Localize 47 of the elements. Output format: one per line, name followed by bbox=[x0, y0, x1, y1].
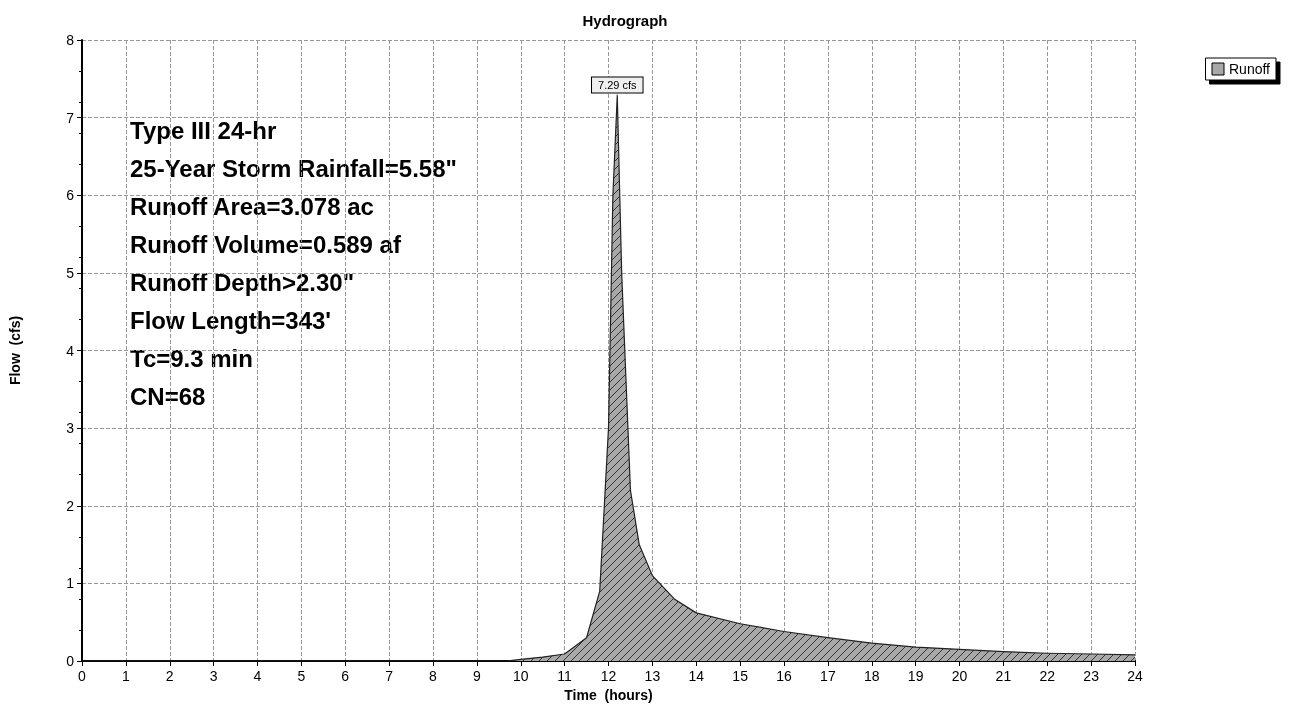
y-tick-label: 6 bbox=[66, 187, 75, 204]
y-tick-label: 5 bbox=[66, 264, 75, 281]
x-tick-label: 15 bbox=[732, 668, 749, 684]
x-tick-label: 12 bbox=[600, 668, 617, 684]
annotation: Runoff Depth>2.30" bbox=[130, 268, 355, 296]
annotation: Runoff Volume=0.589 af bbox=[130, 230, 402, 258]
x-tick-label: 7 bbox=[385, 668, 394, 684]
x-tick-label: 22 bbox=[1039, 668, 1056, 684]
x-tick-label: 18 bbox=[863, 668, 880, 684]
x-tick-label: 17 bbox=[820, 668, 836, 684]
x-tick-label: 13 bbox=[644, 668, 661, 684]
annotation: Type III 24-hr bbox=[130, 116, 277, 144]
x-tick-label: 4 bbox=[253, 668, 262, 684]
x-tick-label: 16 bbox=[776, 668, 792, 684]
x-tick-label: 10 bbox=[512, 668, 529, 684]
x-tick-label: 24 bbox=[1127, 668, 1143, 684]
annotation: Tc=9.3 min bbox=[130, 344, 253, 372]
annotation: Flow Length=343' bbox=[130, 306, 332, 334]
y-tick-label: 1 bbox=[66, 575, 75, 592]
y-tick-label: 3 bbox=[66, 420, 75, 437]
y-tick-label: 0 bbox=[66, 653, 75, 669]
x-tick-label: 5 bbox=[297, 668, 306, 684]
legend-label: Runoff bbox=[1229, 61, 1271, 77]
x-tick-label: 8 bbox=[429, 668, 438, 684]
x-tick-label: 3 bbox=[209, 668, 218, 684]
x-tick-label: 0 bbox=[78, 668, 87, 684]
annotation: 7.29 cfs bbox=[598, 79, 638, 92]
x-tick-label: 14 bbox=[688, 668, 705, 684]
annotation: CN=68 bbox=[130, 382, 206, 410]
y-tick-label: 7 bbox=[66, 109, 75, 126]
y-axis-title: Flow (cfs) bbox=[7, 315, 23, 386]
x-tick-label: 2 bbox=[165, 668, 174, 684]
y-tick-label: 8 bbox=[66, 32, 75, 48]
x-tick-label: 9 bbox=[472, 668, 481, 684]
annotation: 25-Year Storm Rainfall=5.58" bbox=[130, 154, 457, 182]
x-tick-label: 1 bbox=[121, 668, 130, 684]
x-tick-label: 20 bbox=[951, 668, 968, 684]
x-tick-label: 23 bbox=[1083, 668, 1100, 684]
x-tick-label: 21 bbox=[995, 668, 1012, 684]
x-tick-label: 6 bbox=[341, 668, 350, 684]
y-tick-label: 4 bbox=[66, 342, 75, 359]
x-tick-label: 11 bbox=[557, 668, 573, 684]
x-tick-label: 19 bbox=[907, 668, 924, 684]
x-axis-title: Time (hours) bbox=[564, 686, 653, 703]
annotation: Runoff Area=3.078 ac bbox=[130, 192, 374, 220]
chart-title: Hydrograph bbox=[582, 12, 668, 29]
y-tick-label: 2 bbox=[66, 497, 75, 514]
